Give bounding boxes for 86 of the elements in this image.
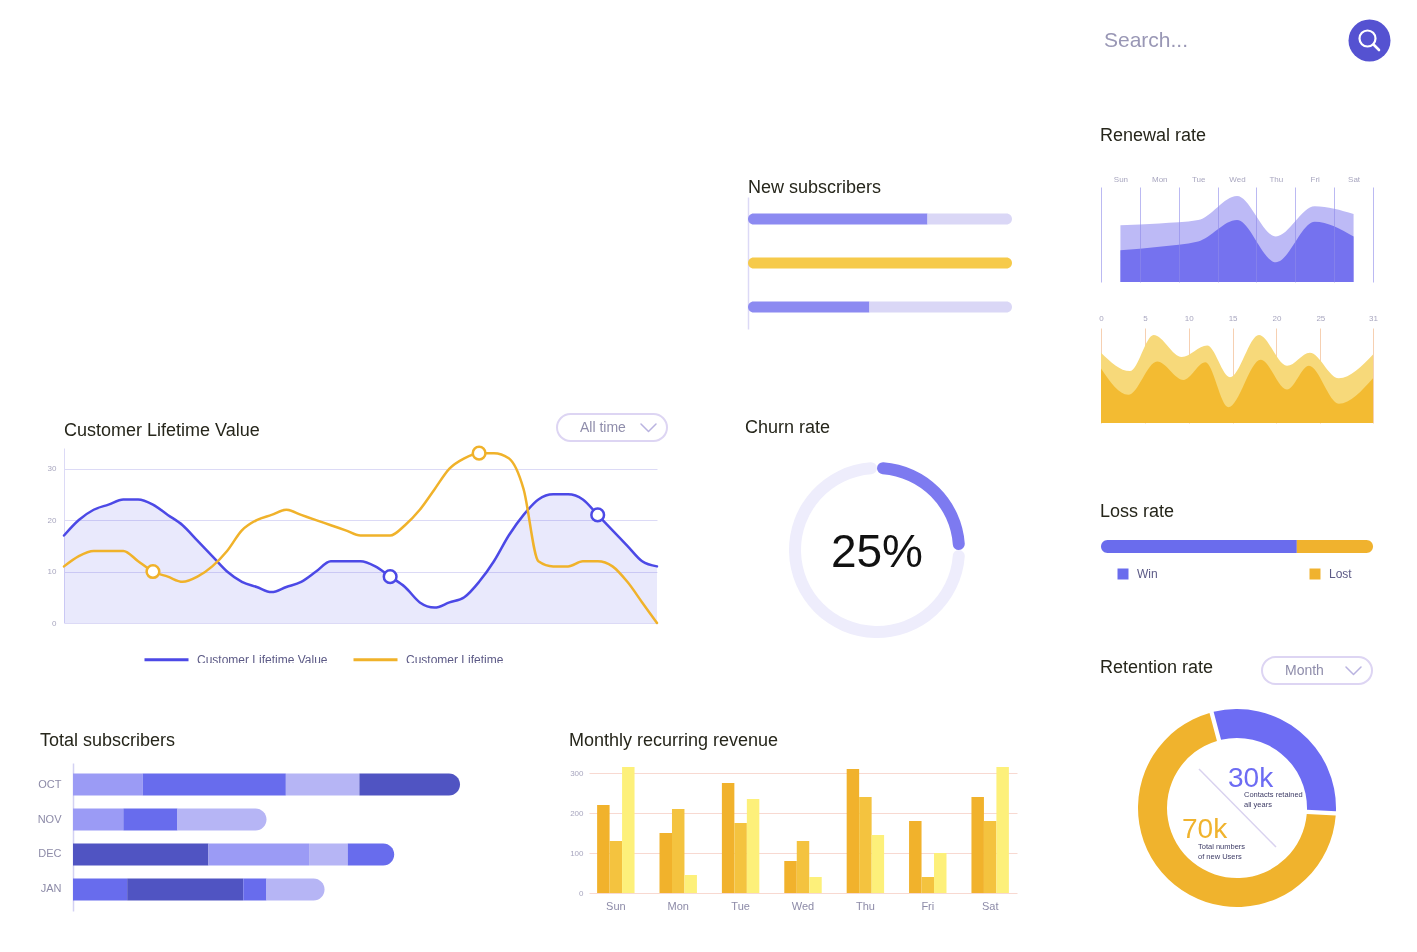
chart-title: Retention rate — [1100, 656, 1214, 678]
bar — [73, 808, 124, 831]
legend-label: Lost — [1329, 567, 1353, 581]
bar — [971, 797, 984, 893]
y-tick-label: 0 — [52, 618, 58, 628]
bar — [309, 842, 348, 865]
bar — [597, 805, 610, 893]
bar — [721, 783, 735, 893]
point — [471, 445, 487, 461]
bar — [859, 797, 872, 893]
bar — [622, 767, 635, 893]
bar — [921, 877, 935, 893]
donut-slice — [1138, 712, 1336, 907]
x-tick-label: 5 — [1143, 313, 1149, 323]
dropdown-field: Month — [1261, 656, 1373, 685]
point — [382, 569, 398, 585]
bar — [285, 773, 360, 796]
chart-title: Renewal rate — [1100, 124, 1207, 146]
bar — [784, 861, 797, 893]
x-tick-label: Mon — [1152, 174, 1168, 184]
y-tick-label: 100 — [570, 848, 585, 858]
chart-title: Monthly recurring revenue — [569, 729, 779, 751]
y-tick-label: NOV — [37, 812, 63, 824]
x-tick-label: 20 — [1272, 313, 1282, 323]
y-tick-label: 30 — [47, 464, 58, 474]
x-tick-label: Mon — [667, 899, 689, 912]
bar — [996, 767, 1009, 893]
x-tick-label: Tue — [1191, 174, 1206, 184]
bar — [671, 809, 685, 893]
bar — [846, 769, 860, 893]
x-tick-label: Thu — [855, 899, 875, 912]
x-tick-label: Wed — [791, 899, 815, 912]
bar — [659, 833, 672, 893]
x-tick-label: Fri — [921, 899, 935, 912]
data-label: 30k — [1228, 762, 1275, 793]
bar — [73, 773, 143, 796]
donut-slice — [1213, 709, 1336, 812]
chart-title: Churn rate — [745, 416, 831, 438]
x-tick-label: 25 — [1316, 313, 1326, 323]
legend-label: Win — [1137, 567, 1158, 581]
y-tick-label: DEC — [38, 847, 62, 859]
x-tick-label: Fri — [1310, 174, 1321, 184]
chart-title: New subscribers — [748, 176, 882, 198]
x-tick-label: 15 — [1228, 313, 1239, 323]
bar — [142, 773, 286, 796]
bar — [734, 823, 747, 893]
x-tick-label: Sat — [981, 899, 999, 912]
bar — [684, 875, 697, 893]
bar — [796, 841, 810, 893]
y-tick-label: JAN — [40, 881, 62, 894]
bar — [809, 877, 822, 893]
x-tick-label: Sun — [606, 899, 626, 912]
x-tick-label: 10 — [1184, 313, 1195, 323]
chart-title: Customer Lifetime Value — [64, 419, 260, 441]
chart-title: Loss rate — [1100, 500, 1175, 522]
chart-title: Total subscribers — [40, 729, 176, 751]
bar — [359, 773, 460, 796]
donut-slice — [789, 462, 965, 638]
bar — [123, 808, 178, 831]
x-tick-label: Thu — [1269, 174, 1284, 184]
x-tick-label: Tue — [731, 899, 750, 912]
bar — [983, 821, 997, 893]
point — [590, 507, 606, 523]
y-tick-label: OCT — [38, 777, 62, 790]
x-tick-label: Sun — [1113, 174, 1129, 184]
bar — [871, 835, 885, 893]
bar — [746, 799, 760, 893]
y-tick-label: 0 — [579, 888, 585, 898]
y-tick-label: 200 — [570, 808, 585, 818]
x-tick-label: Sat — [1348, 174, 1361, 184]
y-tick-label: 20 — [47, 515, 58, 525]
text: 25% — [829, 524, 925, 578]
bar — [609, 841, 623, 893]
bar — [934, 853, 947, 893]
x-tick-label: Wed — [1229, 174, 1246, 184]
text: Search... — [1104, 27, 1189, 53]
x-tick-label: 31 — [1369, 313, 1379, 323]
legend-label: Customer Lifetime — [406, 652, 504, 667]
y-tick-label: 10 — [47, 567, 58, 577]
bar — [909, 821, 922, 893]
bar — [177, 808, 267, 831]
dropdown-field: All time — [556, 413, 668, 442]
y-tick-label: 300 — [570, 768, 585, 778]
point — [145, 563, 161, 580]
data-label: 70k — [1182, 813, 1229, 844]
legend-label: Customer Lifetime Value — [197, 652, 328, 667]
